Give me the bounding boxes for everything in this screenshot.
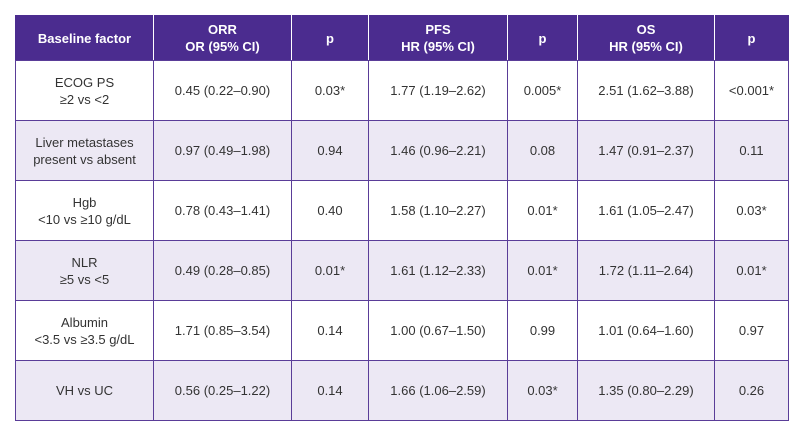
header-row: Baseline factor ORR OR (95% CI) p PFS HR (95%… — [15, 15, 789, 61]
table-cell: 0.01* — [291, 240, 369, 301]
table-cell: Albumin <3.5 vs ≥3.5 g/dL — [15, 300, 154, 361]
cell-line: p — [538, 30, 547, 46]
table-cell: 0.14 — [291, 300, 369, 361]
table-cell: 0.005* — [507, 60, 578, 121]
cell-line: ECOG PS — [54, 74, 115, 90]
table-cell: 0.40 — [291, 180, 369, 241]
table-cell: 1.35 (0.80–2.29) — [577, 360, 715, 421]
table-cell: 1.72 (1.11–2.64) — [577, 240, 715, 301]
cell-line: NLR — [71, 254, 98, 270]
table-cell: 1.61 (1.12–2.33) — [368, 240, 508, 301]
table-cell: 0.78 (0.43–1.41) — [153, 180, 292, 241]
table-cell: VH vs UC — [15, 360, 154, 421]
header-cell: ORR OR (95% CI) — [153, 15, 292, 61]
table-row: Albumin <3.5 vs ≥3.5 g/dL 1.71 (0.85–3.54)… — [15, 300, 789, 361]
table-cell: 1.46 (0.96–2.21) — [368, 120, 508, 181]
table-cell: 0.03* — [507, 360, 578, 421]
header-cell: OS HR (95% CI) — [577, 15, 715, 61]
header-cell: p — [714, 15, 789, 61]
table-cell: 0.97 — [714, 300, 789, 361]
table-cell: 0.08 — [507, 120, 578, 181]
results-table: Baseline factor ORR OR (95% CI) p PFS HR (95%… — [15, 15, 789, 421]
table-cell: 0.14 — [291, 360, 369, 421]
table-cell: 0.99 — [507, 300, 578, 361]
table-cell: <0.001* — [714, 60, 789, 121]
table-cell: NLR ≥5 vs <5 — [15, 240, 154, 301]
cell-line: Albumin — [61, 314, 108, 330]
table-body: ECOG PS ≥2 vs <2 0.45 (0.22–0.90) 0.03* 1.77… — [15, 60, 789, 421]
table-cell: 0.49 (0.28–0.85) — [153, 240, 292, 301]
cell-line: OR (95% CI) — [185, 39, 260, 54]
table-cell: 0.56 (0.25–1.22) — [153, 360, 292, 421]
cell-line: p — [747, 30, 756, 46]
table-cell: 1.01 (0.64–1.60) — [577, 300, 715, 361]
table-cell: 0.45 (0.22–0.90) — [153, 60, 292, 121]
header-cell: PFS HR (95% CI) — [368, 15, 508, 61]
table-cell: 0.01* — [507, 240, 578, 301]
table-cell: 0.03* — [714, 180, 789, 241]
cell-line: Baseline factor — [37, 30, 132, 46]
cell-line: PFS — [425, 22, 451, 37]
header-cell: p — [507, 15, 578, 61]
table-cell: 1.71 (0.85–3.54) — [153, 300, 292, 361]
table-cell: 1.58 (1.10–2.27) — [368, 180, 508, 241]
cell-line: Hgb — [72, 194, 97, 210]
table-cell: 0.11 — [714, 120, 789, 181]
cell-line: HR (95% CI) — [401, 39, 475, 54]
table-cell: 1.00 (0.67–1.50) — [368, 300, 508, 361]
table-cell: 1.61 (1.05–2.47) — [577, 180, 715, 241]
cell-line: p — [326, 30, 334, 46]
table-cell: 1.77 (1.19–2.62) — [368, 60, 508, 121]
table-cell: Liver metastases present vs absent — [15, 120, 154, 181]
table-cell: 0.97 (0.49–1.98) — [153, 120, 292, 181]
table-cell: 2.51 (1.62–3.88) — [577, 60, 715, 121]
table-row: NLR ≥5 vs <5 0.49 (0.28–0.85) 0.01* 1.61 (1.… — [15, 240, 789, 301]
table-row: ECOG PS ≥2 vs <2 0.45 (0.22–0.90) 0.03* 1.77… — [15, 60, 789, 121]
table-cell: 1.47 (0.91–2.37) — [577, 120, 715, 181]
cell-line: <10 vs ≥10 g/dL — [38, 211, 131, 227]
cell-line: <3.5 vs ≥3.5 g/dL — [34, 331, 135, 347]
table-cell: 0.01* — [507, 180, 578, 241]
table-cell: ECOG PS ≥2 vs <2 — [15, 60, 154, 121]
cell-line: ≥2 vs <2 — [59, 91, 110, 107]
header-cell: Baseline factor — [15, 15, 154, 61]
cell-line: VH vs UC — [55, 383, 114, 398]
table-cell: 1.66 (1.06–2.59) — [368, 360, 508, 421]
cell-line: ORR — [208, 22, 237, 37]
table-cell: 0.94 — [291, 120, 369, 181]
table-row: Liver metastases present vs absent 0.97 (0… — [15, 120, 789, 181]
cell-line: OS — [636, 22, 656, 37]
table-cell: Hgb <10 vs ≥10 g/dL — [15, 180, 154, 241]
table-cell: 0.01* — [714, 240, 789, 301]
table-row: VH vs UC 0.56 (0.25–1.22) 0.14 1.66 (1.06–2… — [15, 360, 789, 421]
cell-line: HR (95% CI) — [609, 39, 683, 54]
table-row: Hgb <10 vs ≥10 g/dL 0.78 (0.43–1.41) 0.40 1.… — [15, 180, 789, 241]
cell-line: ≥5 vs <5 — [59, 271, 110, 287]
header-cell: p — [291, 15, 369, 61]
cell-line: present vs absent — [33, 151, 136, 167]
cell-line: Liver metastases — [35, 134, 134, 150]
table-cell: 0.03* — [291, 60, 369, 121]
table-cell: 0.26 — [714, 360, 789, 421]
